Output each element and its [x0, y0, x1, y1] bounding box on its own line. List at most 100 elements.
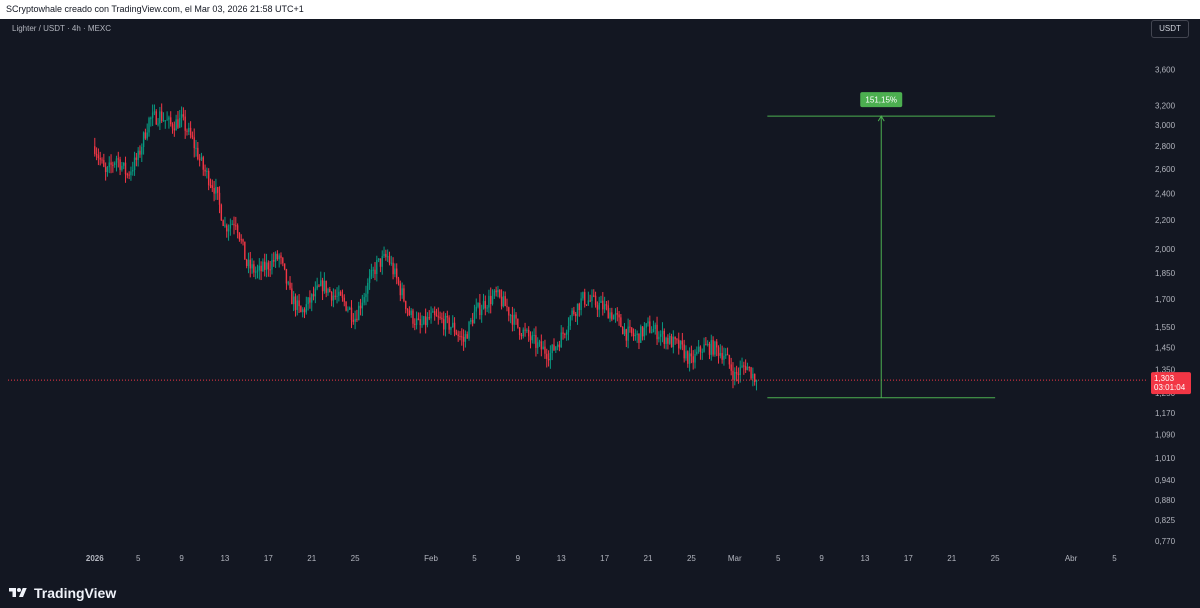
- candle-body: [412, 310, 414, 324]
- candle-body: [527, 329, 530, 337]
- candle-body: [274, 253, 277, 262]
- candle-body: [744, 366, 747, 371]
- candle-body: [240, 239, 242, 241]
- candle-body: [186, 130, 188, 132]
- candle-body: [287, 282, 289, 284]
- candle-body: [327, 289, 329, 293]
- candle-body: [569, 316, 571, 327]
- candle-body: [258, 265, 261, 271]
- price-tick-label: 2,600: [1155, 165, 1176, 174]
- candle-body: [735, 372, 738, 374]
- candle-body: [276, 253, 279, 260]
- candle-body: [141, 146, 143, 155]
- price-chart[interactable]: 151,15% 3,600 3,200 3,000 2,800 2,600 2,400 2,…: [0, 19, 1200, 577]
- candle-body: [386, 256, 389, 258]
- price-tick-label: 3,600: [1155, 65, 1176, 74]
- candle-body: [703, 344, 705, 352]
- candle-body: [506, 306, 508, 308]
- time-tick-label: 17: [264, 554, 273, 563]
- candle-body: [741, 365, 743, 368]
- candle-body: [748, 366, 750, 368]
- candle-body: [737, 373, 740, 376]
- candle-body: [280, 255, 282, 259]
- candle-body: [159, 111, 161, 124]
- time-tick-label: 21: [307, 554, 316, 563]
- candle-body: [475, 306, 477, 312]
- candle-body: [198, 159, 201, 161]
- candle-body: [654, 324, 656, 330]
- candle-body: [397, 278, 400, 284]
- candle-body: [195, 147, 197, 149]
- last-price-tag: 1,303 03:01:04: [1151, 372, 1191, 395]
- candle-body: [717, 347, 720, 356]
- measure-tool[interactable]: 151,15%: [767, 92, 996, 399]
- candle-body: [112, 164, 114, 166]
- candle-body: [513, 314, 515, 325]
- candle-body: [144, 132, 147, 139]
- chart-area[interactable]: 151,15% 3,600 3,200 3,000 2,800 2,600 2,400 2,…: [0, 19, 1200, 577]
- candle-body: [565, 332, 568, 335]
- candle-body: [538, 341, 541, 343]
- candle-body: [345, 301, 347, 311]
- candle-body: [697, 346, 700, 352]
- time-tick-label: 25: [991, 554, 1000, 563]
- candle-body: [580, 298, 582, 311]
- candle-body: [439, 316, 441, 318]
- candle-body: [421, 324, 423, 326]
- candle-body: [585, 304, 588, 306]
- candle-body: [650, 332, 653, 334]
- candle-body: [110, 162, 112, 165]
- candle-body: [576, 303, 579, 317]
- candle-body: [168, 117, 170, 120]
- candle-body: [690, 353, 693, 357]
- candle-body: [218, 192, 221, 205]
- candle-body: [486, 307, 488, 309]
- candle-body: [361, 302, 364, 309]
- candle-body: [685, 351, 687, 359]
- candle-body: [450, 327, 452, 330]
- candle-body: [227, 228, 230, 232]
- candle-body: [437, 316, 439, 318]
- candle-body: [405, 301, 407, 309]
- candle-body: [730, 364, 732, 371]
- candle-body: [294, 296, 297, 310]
- candle-body: [173, 128, 176, 131]
- candle-body: [296, 300, 298, 310]
- candle-body: [448, 317, 450, 330]
- time-axis[interactable]: 2026 5 9 13 17 21 25 Feb 5 9 13 17 21 25 Mar 5 9 13 17 21 25…: [86, 554, 1117, 563]
- time-tick-label: 5: [776, 554, 781, 563]
- candle-body: [499, 289, 501, 297]
- candle-body: [283, 263, 286, 270]
- candle-body: [520, 335, 523, 337]
- candle-body: [556, 344, 559, 347]
- candle-body: [573, 310, 575, 314]
- price-tick-label: 0,940: [1155, 476, 1176, 485]
- price-tick-label: 0,880: [1155, 496, 1176, 505]
- candle-body: [705, 344, 707, 346]
- tradingview-logo[interactable]: TradingView: [8, 583, 116, 603]
- candle-body: [370, 269, 373, 277]
- time-tick-label: Abr: [1065, 554, 1078, 563]
- candle-body: [627, 326, 629, 341]
- candle-body: [365, 293, 367, 298]
- candle-body: [663, 330, 665, 344]
- candle-body: [755, 380, 758, 383]
- candle-body: [567, 326, 570, 333]
- candle-body: [256, 270, 259, 272]
- candle-body: [235, 225, 237, 227]
- price-tick-label: 1,010: [1155, 454, 1176, 463]
- currency-button[interactable]: USDT: [1151, 20, 1189, 38]
- candle-body: [453, 322, 456, 333]
- candle-body: [688, 353, 691, 364]
- candle-body: [714, 341, 716, 355]
- candle-body: [562, 332, 564, 334]
- candle-body: [247, 259, 250, 267]
- candle-body: [435, 315, 438, 317]
- price-tick-label: 1,850: [1155, 269, 1176, 278]
- candle-body: [298, 300, 300, 307]
- price-axis[interactable]: 3,600 3,200 3,000 2,800 2,600 2,400 2,200 2,000…: [1155, 65, 1176, 546]
- price-tick-label: 1,170: [1155, 409, 1176, 418]
- candle-body: [553, 344, 555, 351]
- candle-body: [211, 185, 213, 189]
- candle-body: [542, 346, 544, 350]
